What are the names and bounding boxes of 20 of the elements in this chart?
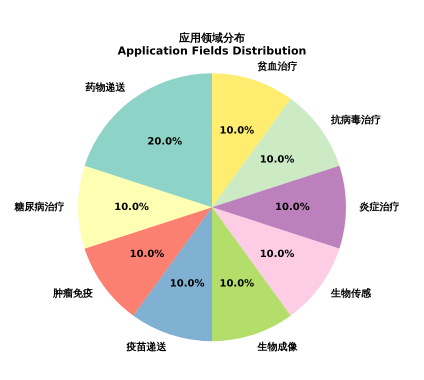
chart-subtitle: Application Fields Distribution xyxy=(118,44,306,58)
data-label: 10.0% xyxy=(219,125,254,136)
data-label: 10.0% xyxy=(260,249,294,260)
data-label: 10.0% xyxy=(114,202,149,213)
data-label: 10.0% xyxy=(260,154,294,166)
slice-label: 炎症治疗 xyxy=(358,200,400,213)
slice-label: 生物传感 xyxy=(330,287,372,300)
slice-label: 糖尿病治疗 xyxy=(14,200,65,213)
slice-label: 疫苗递送 xyxy=(125,340,168,353)
slice-label: 抗病毒治疗 xyxy=(330,114,382,126)
data-label: 10.0% xyxy=(275,202,310,213)
slice-label: 贫血治疗 xyxy=(256,60,298,73)
slice-label: 生物成像 xyxy=(256,340,299,353)
slice-label: 药物递送 xyxy=(84,82,126,94)
data-label: 10.0% xyxy=(170,278,205,290)
chart-title: 应用领域分布 xyxy=(178,31,245,44)
data-label: 10.0% xyxy=(130,249,164,260)
slice-label: 肿瘤免疫 xyxy=(52,287,93,300)
data-label: 20.0% xyxy=(147,136,182,148)
data-label: 10.0% xyxy=(219,278,254,290)
